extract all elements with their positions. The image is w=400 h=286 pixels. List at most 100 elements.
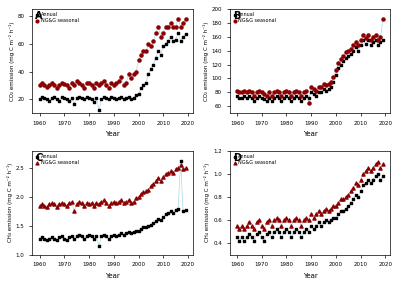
NG&G seasonal xyxy=(138,192,144,196)
NG&G seasonal xyxy=(362,36,369,40)
Annual xyxy=(128,97,134,102)
Annual xyxy=(241,94,248,98)
NG&G seasonal xyxy=(360,171,366,176)
Annual xyxy=(106,236,112,241)
NG&G seasonal xyxy=(36,203,43,208)
NG&G seasonal xyxy=(91,86,97,90)
Annual xyxy=(310,227,317,232)
Annual xyxy=(153,55,159,60)
Annual xyxy=(264,232,270,236)
Text: B: B xyxy=(233,11,240,21)
Annual xyxy=(380,174,386,178)
Annual xyxy=(372,174,379,178)
Annual xyxy=(365,177,371,182)
Annual xyxy=(145,224,152,228)
NG&G seasonal xyxy=(352,181,359,185)
Annual xyxy=(283,94,290,98)
Annual xyxy=(310,92,317,96)
NG&G seasonal xyxy=(338,57,344,61)
Annual xyxy=(246,94,252,98)
NG&G seasonal xyxy=(41,203,48,208)
Annual xyxy=(170,39,176,43)
NG&G seasonal xyxy=(98,80,105,85)
Annual xyxy=(335,212,342,217)
Annual xyxy=(61,96,68,100)
NG&G seasonal xyxy=(172,25,179,29)
NG&G seasonal xyxy=(160,174,166,179)
Annual xyxy=(143,80,149,85)
Annual xyxy=(355,48,362,53)
Annual xyxy=(266,229,272,234)
Annual xyxy=(343,206,349,211)
NG&G seasonal xyxy=(335,61,342,65)
NG&G seasonal xyxy=(256,218,262,223)
Annual xyxy=(168,35,174,39)
Annual xyxy=(380,38,386,43)
NG&G seasonal xyxy=(74,79,80,84)
NG&G seasonal xyxy=(370,35,376,39)
NG&G seasonal xyxy=(273,215,280,220)
NG&G seasonal xyxy=(283,89,290,93)
NG&G seasonal xyxy=(116,79,122,84)
Annual xyxy=(318,90,324,95)
Annual xyxy=(98,97,105,102)
NG&G seasonal xyxy=(318,85,324,89)
NG&G seasonal xyxy=(268,94,275,98)
Annual xyxy=(296,229,302,234)
NG&G seasonal xyxy=(325,82,332,86)
Annual xyxy=(306,229,312,234)
Annual xyxy=(143,225,149,229)
Annual xyxy=(118,231,124,235)
NG&G seasonal xyxy=(310,87,317,91)
NG&G seasonal xyxy=(308,212,314,217)
Annual xyxy=(303,227,310,232)
NG&G seasonal xyxy=(333,68,339,72)
Annual xyxy=(325,220,332,225)
NG&G seasonal xyxy=(66,86,72,90)
NG&G seasonal xyxy=(113,200,120,205)
Annual xyxy=(244,96,250,100)
Annual xyxy=(375,171,381,176)
X-axis label: Year: Year xyxy=(105,273,120,279)
NG&G seasonal xyxy=(148,184,154,189)
Annual xyxy=(39,94,45,99)
NG&G seasonal xyxy=(118,198,124,202)
NG&G seasonal xyxy=(78,200,85,205)
NG&G seasonal xyxy=(296,218,302,223)
NG&G seasonal xyxy=(180,21,186,25)
Annual xyxy=(66,98,72,103)
NG&G seasonal xyxy=(44,205,50,210)
NG&G seasonal xyxy=(372,162,379,167)
NG&G seasonal xyxy=(330,75,337,80)
Annual xyxy=(276,96,282,100)
NG&G seasonal xyxy=(239,224,245,228)
NG&G seasonal xyxy=(367,38,374,43)
NG&G seasonal xyxy=(182,166,189,170)
Annual xyxy=(271,229,277,234)
Annual xyxy=(283,227,290,232)
NG&G seasonal xyxy=(256,89,262,93)
Annual xyxy=(273,94,280,98)
Annual xyxy=(278,235,285,240)
Annual xyxy=(130,96,137,100)
NG&G seasonal xyxy=(155,176,162,181)
Annual xyxy=(251,239,258,243)
Annual xyxy=(140,225,147,229)
Legend: Annual, NG&G seasonal: Annual, NG&G seasonal xyxy=(232,153,277,166)
NG&G seasonal xyxy=(150,182,156,186)
NG&G seasonal xyxy=(308,85,314,89)
NG&G seasonal xyxy=(106,203,112,208)
Annual xyxy=(352,45,359,49)
Annual xyxy=(377,177,384,182)
Annual xyxy=(300,96,307,100)
NG&G seasonal xyxy=(96,83,102,88)
NG&G seasonal xyxy=(83,80,90,85)
Annual xyxy=(120,232,127,237)
NG&G seasonal xyxy=(145,188,152,192)
NG&G seasonal xyxy=(178,25,184,29)
Annual xyxy=(108,94,114,99)
NG&G seasonal xyxy=(68,199,75,204)
Annual xyxy=(178,39,184,43)
Annual xyxy=(126,229,132,234)
NG&G seasonal xyxy=(288,94,294,98)
